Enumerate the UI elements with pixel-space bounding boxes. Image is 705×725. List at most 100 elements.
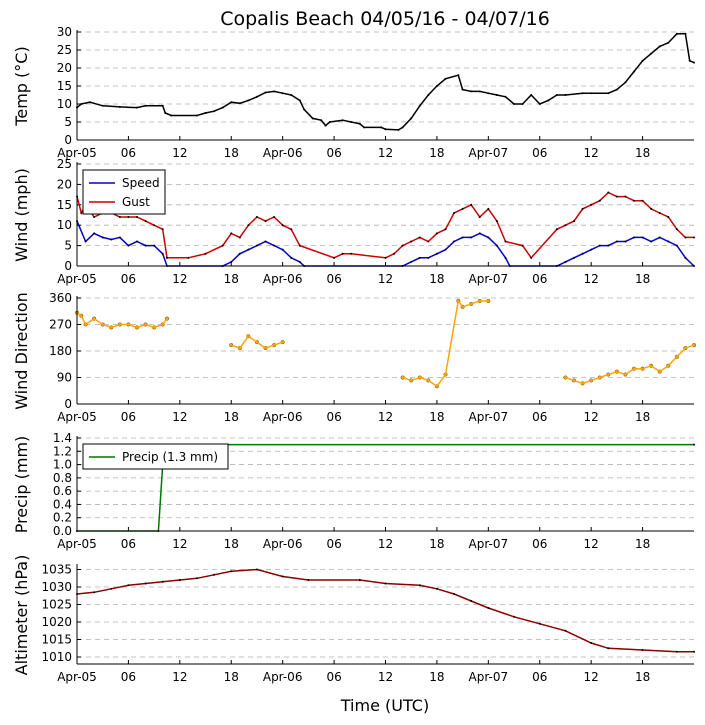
data-point-wind	[401, 244, 404, 247]
x-tick-label: 06	[121, 537, 136, 551]
data-point-altimeter	[538, 622, 541, 625]
data-point-temp	[418, 104, 421, 107]
data-point-altimeter	[195, 577, 198, 580]
legend-box	[82, 169, 166, 215]
data-point-wind	[504, 240, 507, 243]
data-point-wind	[598, 244, 601, 247]
data-point-wind	[427, 240, 430, 243]
y-axis-label-temp: Temp (°C)	[12, 46, 31, 126]
data-point-temp	[264, 91, 267, 94]
chart-title: Copalis Beach 04/05/16 - 04/07/16	[220, 8, 550, 30]
data-point-altimeter	[93, 591, 96, 594]
y-tick-label: 0	[64, 397, 72, 411]
data-point-temp	[144, 104, 147, 107]
data-point-wind	[667, 216, 670, 219]
x-tick-label: 18	[429, 410, 444, 424]
x-tick-label: 06	[121, 146, 136, 160]
data-point-wind	[607, 191, 610, 194]
data-point-temp	[164, 112, 167, 114]
data-point-wind	[453, 211, 456, 214]
data-point-wind	[110, 238, 113, 241]
x-tick-label: 18	[429, 537, 444, 551]
series-line-temp	[76, 33, 695, 131]
x-tick-label: Apr-05	[57, 670, 97, 684]
data-point-wind	[581, 207, 584, 210]
data-point-wind	[470, 236, 473, 239]
data-point-temp	[303, 108, 306, 111]
x-tick-label: 18	[635, 272, 650, 286]
data-point-wind	[615, 195, 618, 198]
data-point-wind	[435, 232, 438, 235]
data-point-altimeter	[590, 642, 593, 644]
y-tick-label: 10	[57, 97, 72, 111]
data-point-altimeter	[358, 579, 361, 581]
x-tick-label: Apr-07	[469, 146, 509, 160]
data-point-altimeter	[178, 579, 181, 581]
data-point-wind	[93, 216, 96, 219]
data-point-wind	[341, 252, 344, 255]
data-point-temp	[401, 126, 404, 129]
data-point-temp	[513, 103, 516, 105]
data-point-wind	[418, 256, 421, 259]
x-tick-label: Apr-07	[469, 410, 509, 424]
y-tick-label: 90	[57, 371, 72, 385]
data-point-precip	[693, 443, 695, 446]
data-point-wind	[470, 203, 473, 206]
data-point-temp	[118, 105, 121, 108]
legend-label: Precip (1.3 mm)	[122, 450, 218, 464]
data-point-temp	[195, 114, 198, 117]
y-tick-label: 1030	[41, 580, 72, 594]
y-tick-label: 0	[64, 259, 72, 273]
data-point-wind	[650, 207, 653, 210]
x-tick-label: 18	[224, 410, 239, 424]
data-point-temp	[320, 119, 323, 122]
data-point-temp	[213, 110, 216, 113]
data-point-temp	[255, 95, 258, 98]
x-tick-label: 06	[121, 272, 136, 286]
data-point-temp	[397, 128, 400, 131]
data-point-wind	[238, 252, 241, 255]
x-tick-label: 12	[378, 146, 393, 160]
x-tick-label: 12	[378, 537, 393, 551]
data-point-temp	[328, 121, 331, 123]
data-point-temp	[633, 70, 636, 73]
data-point-temp	[380, 126, 383, 129]
x-tick-label: Apr-05	[57, 272, 97, 286]
y-tick-label: 1015	[41, 633, 72, 647]
data-point-wind	[230, 260, 233, 263]
data-point-wind	[135, 240, 138, 243]
data-point-temp	[135, 106, 138, 109]
y-tick-label: 20	[57, 177, 72, 191]
y-tick-label: 0	[64, 133, 72, 147]
data-point-temp	[487, 92, 490, 95]
data-point-altimeter	[435, 587, 438, 590]
legend-wind: Speed Gust	[82, 169, 166, 215]
data-point-temp	[363, 126, 366, 129]
y-tick-label: 0.0	[53, 524, 72, 538]
data-point-temp	[684, 32, 687, 35]
x-tick-label: Apr-06	[263, 670, 303, 684]
data-point-wind	[658, 236, 661, 239]
data-point-altimeter	[641, 649, 644, 651]
data-point-wind	[650, 240, 653, 243]
data-point-wind	[418, 236, 421, 239]
data-point-wind	[478, 216, 481, 219]
data-point-wind	[333, 256, 336, 259]
y-tick-label: 0.6	[53, 484, 72, 498]
x-tick-label: Apr-06	[263, 146, 303, 160]
data-point-temp	[204, 112, 207, 114]
panel-altimeter: 1010 1015 1020 1025 1030 1035 Apr-05 06 12 18 Apr-…	[12, 555, 695, 684]
data-point-temp	[170, 114, 173, 117]
data-point-wind	[521, 244, 524, 247]
data-point-wind	[273, 216, 276, 219]
x-tick-label: 12	[584, 670, 599, 684]
data-point-wind	[633, 199, 636, 202]
legend-label: Gust	[122, 195, 150, 209]
data-point-wind	[281, 248, 284, 251]
x-tick-label: 18	[429, 146, 444, 160]
series-line-gust	[76, 191, 694, 259]
series-line-speed	[76, 220, 695, 267]
data-point-temp	[290, 94, 293, 96]
data-point-temp	[675, 32, 678, 35]
panel-temp: 0 5 10 15 20 25 30 Apr-05 06 12 18 Apr-06 06 12 18 Apr-…	[12, 25, 695, 160]
